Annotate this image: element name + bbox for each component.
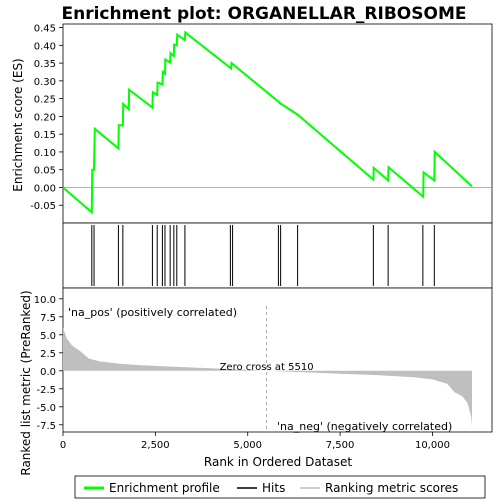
positively-correlated-label: 'na_pos' (positively correlated) bbox=[68, 306, 237, 319]
legend: Enrichment profile Hits Ranking metric sco… bbox=[84, 481, 458, 495]
legend-label: Enrichment profile bbox=[109, 481, 220, 495]
es-y-tick-label: 0.00 bbox=[34, 183, 56, 194]
es-y-tick-label: 0.15 bbox=[34, 130, 56, 141]
metric-y-tick-label: -2.5 bbox=[36, 385, 56, 396]
negatively-correlated-label: 'na_neg' (negatively correlated) bbox=[277, 420, 452, 433]
metric-y-tick-label: 0.0 bbox=[40, 367, 56, 378]
es-y-tick-label: 0.05 bbox=[34, 166, 56, 177]
x-tick-label: 2,500 bbox=[141, 440, 170, 451]
metric-y-tick-label: 5.0 bbox=[40, 331, 56, 342]
metric-y-axis: -7.5 -5.0 -2.5 0.0 2.5 5.0 7.5 10.0 bbox=[34, 295, 63, 432]
rank-x-axis: 0 2,500 5,000 7,500 10,000 bbox=[60, 432, 450, 451]
es-y-axis-label: Enrichment score (ES) bbox=[11, 58, 25, 191]
metric-y-tick-label: 2.5 bbox=[40, 349, 56, 360]
x-tick-label: 7,500 bbox=[326, 440, 355, 451]
x-tick-label: 0 bbox=[60, 440, 66, 451]
es-y-tick-label: 0.35 bbox=[34, 59, 56, 70]
metric-y-axis-label: Ranked list metric (PreRanked) bbox=[19, 290, 33, 475]
legend-label: Hits bbox=[262, 481, 285, 495]
hits-layer bbox=[91, 225, 435, 286]
metric-y-tick-label: 10.0 bbox=[34, 295, 56, 306]
x-axis-label: Rank in Ordered Dataset bbox=[204, 455, 352, 469]
legend-label: Ranking metric scores bbox=[325, 481, 458, 495]
metric-y-tick-label: -7.5 bbox=[36, 421, 56, 432]
es-y-tick-label: 0.40 bbox=[34, 41, 56, 52]
es-y-tick-label: 0.10 bbox=[34, 148, 56, 159]
metric-y-tick-label: 7.5 bbox=[40, 313, 56, 324]
metric-y-tick-label: -5.0 bbox=[36, 403, 56, 414]
es-panel-frame bbox=[62, 23, 493, 224]
es-y-axis: -0.05 0.00 0.05 0.10 0.15 0.20 0.25 0.30 0.35 0.4… bbox=[30, 24, 63, 212]
chart-title: Enrichment plot: ORGANELLAR_RIBOSOME bbox=[62, 4, 467, 24]
es-y-tick-label: -0.05 bbox=[30, 201, 56, 212]
metric-panel-frame bbox=[62, 287, 493, 433]
es-y-tick-label: 0.45 bbox=[34, 24, 56, 35]
x-tick-label: 5,000 bbox=[233, 440, 262, 451]
es-y-tick-label: 0.20 bbox=[34, 112, 56, 123]
x-tick-label: 10,000 bbox=[415, 440, 450, 451]
es-y-tick-label: 0.30 bbox=[34, 77, 56, 88]
es-y-tick-label: 0.25 bbox=[34, 95, 56, 106]
enrichment-profile-line bbox=[62, 30, 473, 215]
hits-panel-frame bbox=[62, 222, 493, 289]
zero-cross-label: Zero cross at 5510 bbox=[220, 362, 314, 373]
legend-box bbox=[74, 475, 486, 499]
